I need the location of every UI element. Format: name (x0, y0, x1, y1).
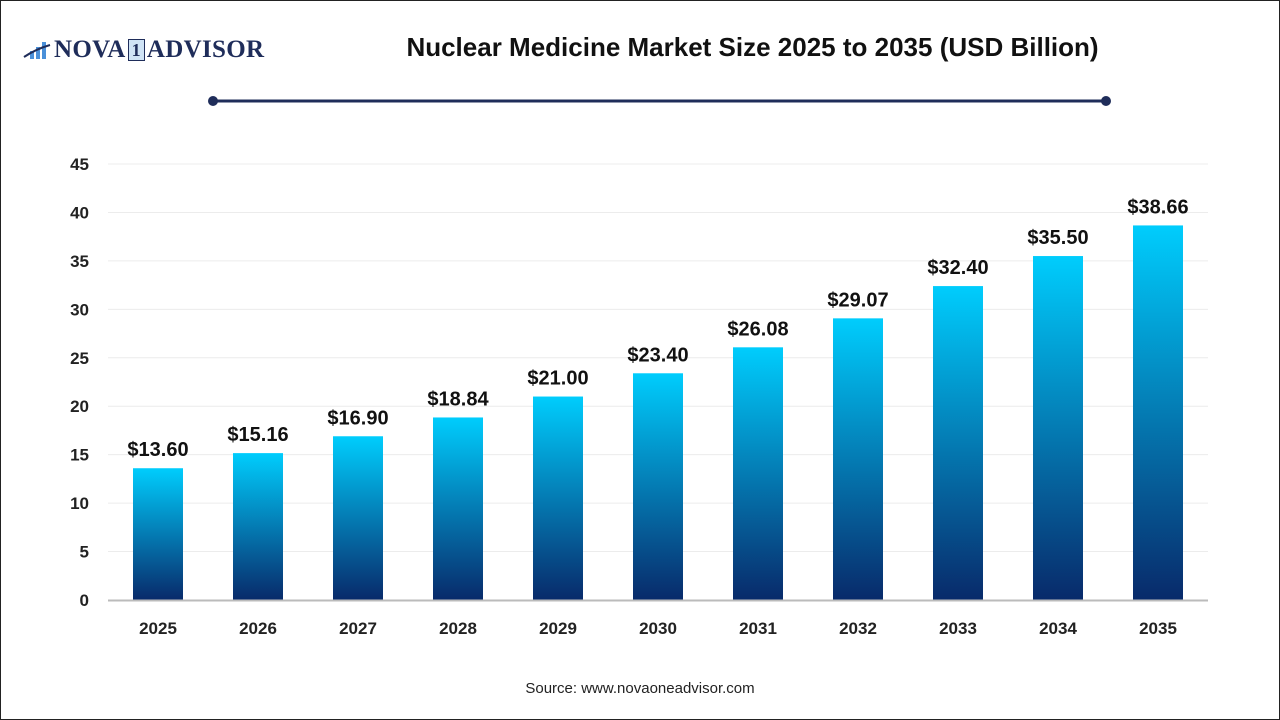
source-note: Source: www.novaoneadvisor.com (525, 680, 755, 697)
divider-dot-right (1101, 96, 1111, 106)
y-tick-label: 10 (70, 494, 89, 513)
data-label: $38.66 (1127, 196, 1188, 218)
bar (333, 436, 383, 600)
data-label: $23.40 (627, 344, 688, 366)
y-tick-label: 45 (70, 155, 89, 174)
bar (533, 396, 583, 600)
y-tick-label: 30 (70, 300, 89, 319)
logo-text-2: ADVISOR (146, 36, 265, 63)
data-label: $32.40 (927, 257, 988, 279)
data-label: $13.60 (127, 439, 188, 461)
y-tick-label: 35 (70, 252, 89, 271)
bar (433, 417, 483, 600)
logo-one: 1 (127, 39, 145, 61)
x-tick-label: 2032 (839, 619, 877, 638)
x-tick-label: 2031 (739, 619, 777, 638)
bar (1033, 256, 1083, 600)
data-label: $15.16 (227, 424, 288, 446)
data-label: $16.90 (327, 407, 388, 429)
x-tick-label: 2029 (539, 619, 577, 638)
data-label: $35.50 (1027, 227, 1088, 249)
x-tick-label: 2028 (439, 619, 477, 638)
x-tick-label: 2025 (139, 619, 177, 638)
y-tick-label: 40 (70, 203, 89, 222)
data-label: $18.84 (427, 388, 489, 410)
logo-text: NOVA (54, 36, 126, 63)
x-tick-label: 2035 (1139, 619, 1177, 638)
data-label: $21.00 (527, 368, 588, 390)
bar (633, 373, 683, 600)
logo: NOVA 1 ADVISOR (22, 36, 264, 64)
y-tick-label: 5 (80, 543, 89, 562)
divider-dot-left (208, 96, 218, 106)
bar (933, 286, 983, 600)
bar (1133, 225, 1183, 600)
x-tick-label: 2027 (339, 619, 377, 638)
bar (833, 318, 883, 600)
bar (733, 347, 783, 600)
x-tick-label: 2033 (939, 619, 977, 638)
data-label: $29.07 (827, 289, 888, 311)
x-tick-label: 2030 (639, 619, 677, 638)
y-tick-label: 20 (70, 397, 89, 416)
y-tick-label: 25 (70, 349, 89, 368)
y-tick-label: 15 (70, 446, 89, 465)
bar (233, 453, 283, 600)
x-tick-label: 2034 (1039, 619, 1077, 638)
x-tick-label: 2026 (239, 619, 277, 638)
logo-bars-icon (23, 42, 51, 59)
chart-title: Nuclear Medicine Market Size 2025 to 203… (406, 32, 1099, 62)
data-label: $26.08 (727, 318, 788, 340)
bar (133, 468, 183, 600)
y-tick-label: 0 (80, 591, 89, 610)
